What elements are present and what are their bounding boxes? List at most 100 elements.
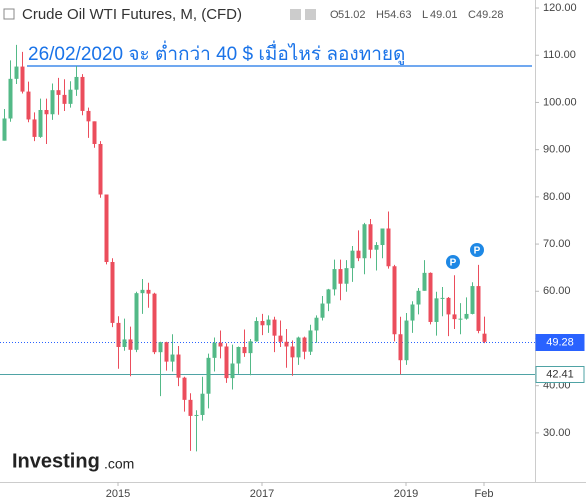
candle-body (152, 293, 157, 353)
candle-body (398, 334, 403, 361)
candle-body (446, 297, 451, 315)
candle-body (74, 76, 79, 90)
candle-body (86, 110, 91, 122)
event-marker (470, 243, 484, 257)
candle-body (242, 346, 247, 354)
annotation: 26/02/2020 จะ ต่ำกว่า 40 $ เมื่อไหร่ ลอง… (28, 40, 405, 65)
candle-body (464, 313, 469, 319)
candle-body (308, 330, 313, 352)
y-tick-label: 60.00 (543, 285, 571, 297)
logo-suffix: .com (104, 456, 134, 472)
candle-body (170, 354, 175, 362)
candle-body (428, 272, 433, 322)
candle-body (212, 342, 217, 358)
y-tick-label: 70.00 (543, 238, 571, 250)
candle-body (230, 363, 235, 379)
candle-body (134, 293, 139, 350)
candle-body (158, 342, 163, 353)
candle-body (284, 341, 289, 347)
candle-body (470, 286, 475, 314)
candle-body (344, 268, 349, 284)
candle-body (314, 317, 319, 331)
event-marker (446, 255, 460, 269)
candle-body (296, 337, 301, 358)
candle-body (404, 320, 409, 361)
candle-body (368, 224, 373, 250)
candle-body (62, 94, 67, 104)
candle-body (116, 322, 121, 347)
price-label-box (535, 366, 585, 383)
event-marker-label: P (450, 258, 457, 269)
candle-body (194, 414, 199, 416)
candle-body (386, 228, 391, 267)
y-tick-label: 100.00 (543, 96, 577, 108)
ohlc-key: L (422, 9, 428, 21)
x-tick-label: 2019 (394, 488, 418, 500)
candle-body (362, 224, 367, 259)
candle-body (8, 78, 13, 119)
candle-body (182, 377, 187, 400)
collapse-icon[interactable] (3, 8, 15, 20)
ohlc-key: C (468, 9, 476, 21)
candle-body (68, 89, 73, 104)
candle-body (218, 342, 223, 347)
candle-body (104, 194, 109, 263)
candle-body (236, 346, 241, 364)
candle-body (164, 342, 169, 362)
candle-body (320, 303, 325, 318)
settings-icon[interactable] (290, 9, 301, 20)
candle-body (20, 66, 25, 92)
ohlc-value: 49.28 (476, 9, 504, 21)
candle-body (278, 335, 283, 342)
ohlc-key: H (376, 9, 384, 21)
ohlc-value: 54.63 (384, 9, 412, 21)
candle-body (332, 269, 337, 290)
candle-body (458, 318, 463, 320)
y-tick-label: 120.00 (543, 2, 577, 14)
candle-body (272, 319, 277, 336)
candle-body (356, 250, 361, 259)
ohlc-key: O (330, 9, 339, 21)
candle-body (416, 290, 421, 305)
candle-body (92, 121, 97, 144)
candle-body (452, 314, 457, 320)
candle-body (254, 321, 259, 342)
candle-body (302, 337, 307, 352)
candle-body (260, 321, 265, 326)
candle-body (350, 250, 355, 269)
candle-body (206, 357, 211, 394)
candle-body (38, 109, 43, 137)
candle-body (140, 289, 145, 294)
ohlc-value: 51.02 (338, 9, 366, 21)
price-label: 42.41 (546, 368, 574, 380)
candle-body (110, 262, 115, 323)
candle-body (26, 91, 31, 120)
candle-body (440, 297, 445, 299)
candle-body (14, 66, 19, 79)
candle-body (200, 393, 205, 415)
candle-body (482, 333, 487, 342)
close-icon[interactable] (305, 9, 316, 20)
candle-body (44, 109, 49, 115)
candle-body (50, 90, 55, 115)
candle-body (266, 319, 271, 326)
candle-body (326, 289, 331, 304)
candle-body (434, 298, 439, 322)
logo: Investing (12, 450, 100, 472)
candle-body (290, 346, 295, 358)
candle-body (146, 289, 151, 294)
price-label-box (535, 334, 585, 351)
candle-body (56, 90, 61, 95)
x-tick-label: 2015 (106, 488, 130, 500)
ohlc-value: 49.01 (430, 9, 458, 21)
candle-body (338, 269, 343, 284)
y-tick-label: 90.00 (543, 144, 571, 156)
candle-body (410, 304, 415, 321)
event-marker-label: P (474, 246, 481, 257)
y-tick-label: 80.00 (543, 191, 571, 203)
candle-body (32, 119, 37, 137)
candle-body (422, 272, 427, 291)
chart-title: Crude Oil WTI Futures, M, (CFD) (22, 6, 242, 23)
